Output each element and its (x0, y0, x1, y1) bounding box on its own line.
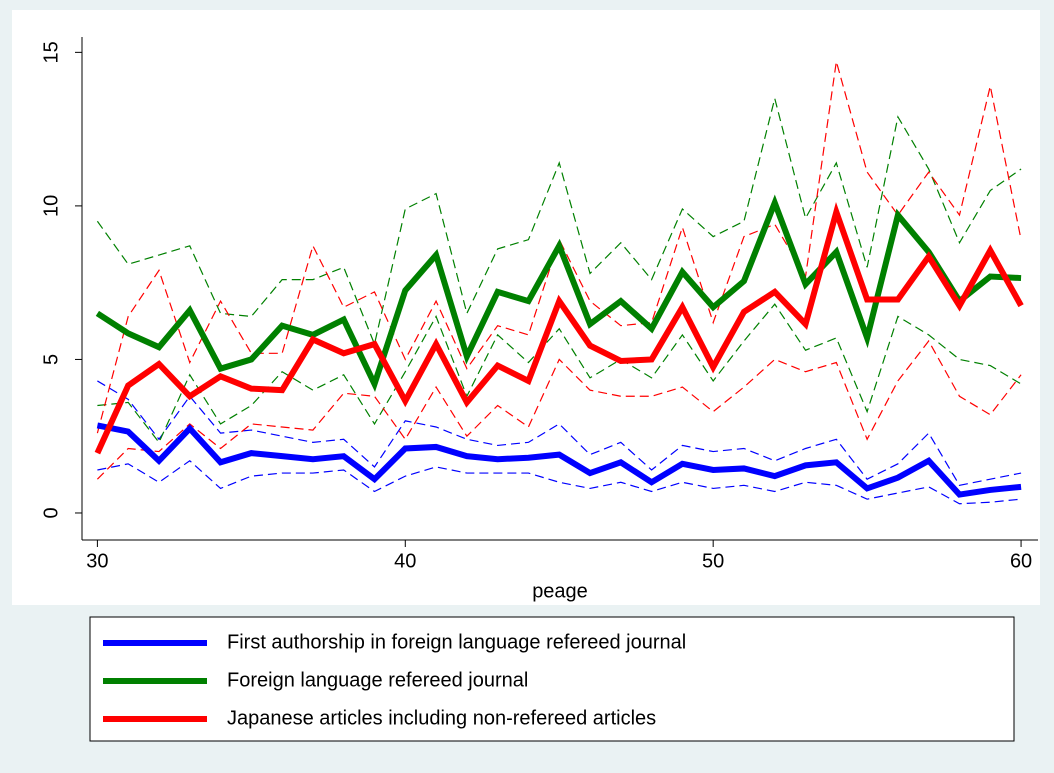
legend-label: Japanese articles including non-refereed… (227, 707, 656, 729)
series-line (96, 422, 1022, 498)
legend-label: Foreign language refereed journal (227, 669, 528, 691)
x-tick-label: 30 (86, 550, 108, 572)
confidence-band-line (97, 460, 1022, 505)
y-tick-label: 0 (40, 507, 62, 518)
legend-label: First authorship in foreign language ref… (227, 631, 686, 653)
x-tick-label: 60 (1010, 550, 1032, 572)
x-tick-label: 40 (394, 550, 416, 572)
x-axis-label: peage (532, 580, 588, 602)
confidence-band-line (96, 98, 1022, 347)
confidence-band-line (97, 303, 1022, 444)
x-tick-label: 50 (702, 550, 724, 572)
legend-box (89, 616, 1015, 742)
confidence-band-line (96, 339, 1022, 480)
y-tick-label: 5 (40, 354, 62, 365)
series-line (95, 194, 1022, 393)
series-line (94, 201, 1024, 455)
y-tick-label: 15 (40, 41, 62, 63)
confidence-band-line (97, 380, 1022, 487)
plot-background (12, 10, 1040, 605)
y-tick-label: 10 (40, 195, 62, 217)
